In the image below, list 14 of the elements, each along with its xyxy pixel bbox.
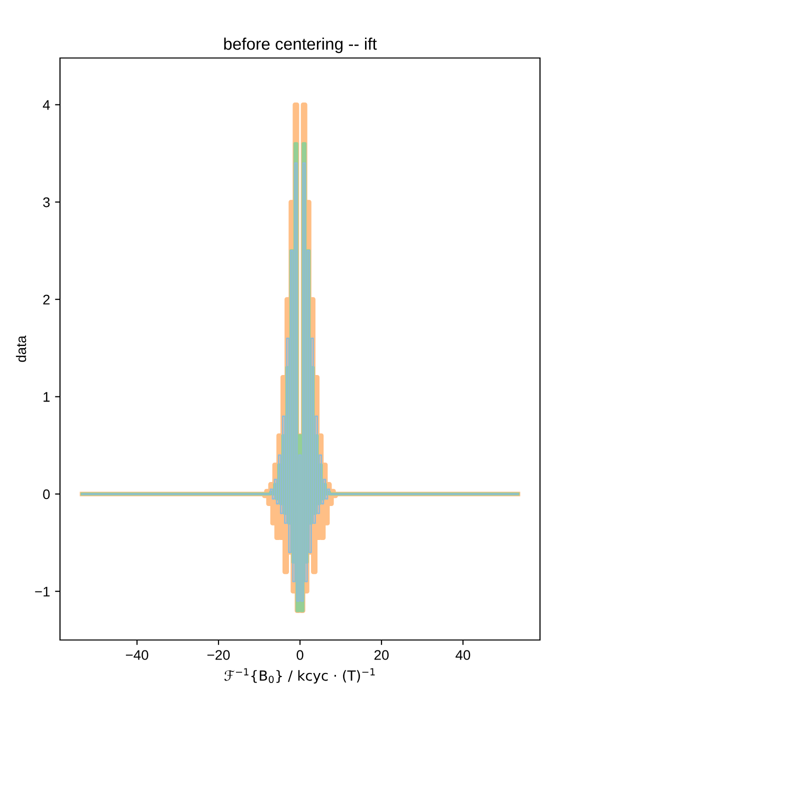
y-tick-label: 1 (44, 392, 50, 402)
y-tick-label: −1 (35, 586, 50, 596)
y-axis-title: data (16, 335, 26, 362)
x-tick-label: −20 (207, 650, 230, 660)
y-tick-label: 4 (42, 100, 50, 110)
x-tick-label: 40 (456, 650, 470, 660)
x-axis-title: ℱ$^{−1}${B$_{0}$} / kcyc · (T)$^{−1}$ (224, 668, 375, 684)
x-tick-label: −40 (126, 650, 148, 660)
chart-title: before centering -- ift (224, 38, 377, 54)
x-tick-label: 20 (374, 650, 389, 660)
y-tick-label: 3 (43, 197, 50, 208)
y-tick-label: 0 (43, 489, 50, 500)
y-tick-label: 2 (43, 294, 50, 304)
x-tick-label: 0 (296, 650, 304, 660)
